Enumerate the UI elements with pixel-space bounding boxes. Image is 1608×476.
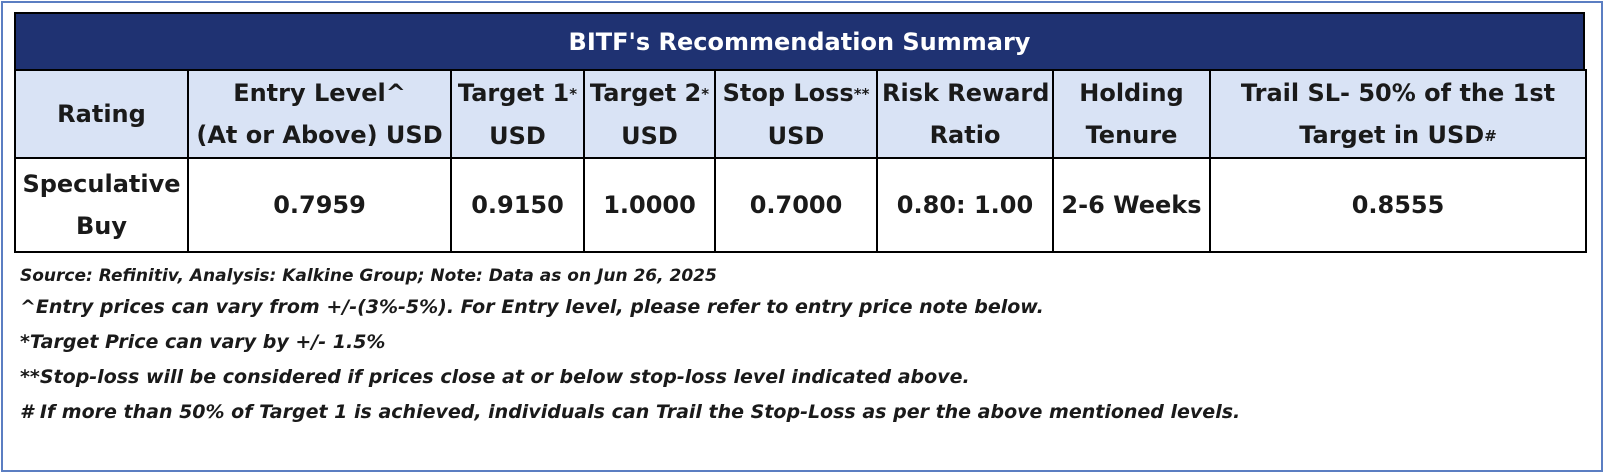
cell-entry-level: 0.7959 xyxy=(187,157,452,253)
header-stop-loss-unit: USD xyxy=(767,121,825,150)
source-note: Source: Refinitiv, Analysis: Kalkine Gro… xyxy=(20,266,717,286)
header-entry-line1: Entry Level^ xyxy=(233,79,406,107)
header-target-2: Target 2* USD xyxy=(583,69,716,159)
header-trail-line2: Target in USD xyxy=(1299,120,1485,149)
stop-loss-footnote-mark: ** xyxy=(853,84,870,103)
header-trail-sl: Trail SL- 50% of the 1st Target in USD# xyxy=(1209,69,1587,159)
recommendation-table: Rating Entry Level^ (At or Above) USD Ta… xyxy=(14,69,1587,253)
cell-risk-reward: 0.80: 1.00 xyxy=(876,157,1054,253)
header-target-1: Target 1* USD xyxy=(450,69,585,159)
footnotes: Source: Refinitiv, Analysis: Kalkine Gro… xyxy=(20,262,1580,430)
header-holding-line1: Holding xyxy=(1079,79,1184,107)
header-risk-line1: Risk Reward xyxy=(882,79,1050,107)
rating-line1: Speculative xyxy=(22,170,181,198)
header-risk-line2: Ratio xyxy=(929,121,1001,149)
stop-loss-note: **Stop-loss will be considered if prices… xyxy=(20,366,970,388)
target1-footnote-mark: * xyxy=(569,84,578,103)
entry-price-note: ^Entry prices can vary from +/-(3%-5%). … xyxy=(20,296,1044,318)
header-holding-tenure: Holding Tenure xyxy=(1052,69,1211,159)
cell-holding-tenure: 2-6 Weeks xyxy=(1052,157,1211,253)
cell-target-2: 1.0000 xyxy=(583,157,716,253)
cell-trail-sl: 0.8555 xyxy=(1209,157,1587,253)
trail-stop-loss-note: # If more than 50% of Target 1 is achiev… xyxy=(20,401,1241,423)
header-entry-line2: (At or Above) USD xyxy=(196,121,443,149)
header-trail-line1: Trail SL- 50% of the 1st xyxy=(1240,78,1556,107)
rating-line2: Buy xyxy=(75,212,128,240)
header-target1-label: Target 1 xyxy=(457,78,570,107)
header-holding-line2: Tenure xyxy=(1085,121,1178,149)
cell-stop-loss: 0.7000 xyxy=(714,157,878,253)
header-rating: Rating xyxy=(14,69,189,159)
target2-footnote-mark: * xyxy=(701,84,710,103)
header-entry-level: Entry Level^ (At or Above) USD xyxy=(187,69,452,159)
header-stop-loss: Stop Loss** USD xyxy=(714,69,878,159)
cell-target-1: 0.9150 xyxy=(450,157,585,253)
data-row: Speculative Buy 0.7959 0.9150 1.0000 0.7… xyxy=(14,157,1587,253)
header-target2-label: Target 2 xyxy=(589,78,702,107)
header-risk-reward: Risk Reward Ratio xyxy=(876,69,1054,159)
header-target1-unit: USD xyxy=(489,121,546,150)
header-stop-loss-label: Stop Loss xyxy=(722,78,854,107)
header-row: Rating Entry Level^ (At or Above) USD Ta… xyxy=(14,69,1587,159)
header-target2-unit: USD xyxy=(621,121,678,150)
trail-footnote-mark: # xyxy=(1484,126,1497,145)
cell-rating: Speculative Buy xyxy=(14,157,189,253)
table-title: BITF's Recommendation Summary xyxy=(14,12,1585,69)
target-price-note: *Target Price can vary by +/- 1.5% xyxy=(20,331,386,353)
